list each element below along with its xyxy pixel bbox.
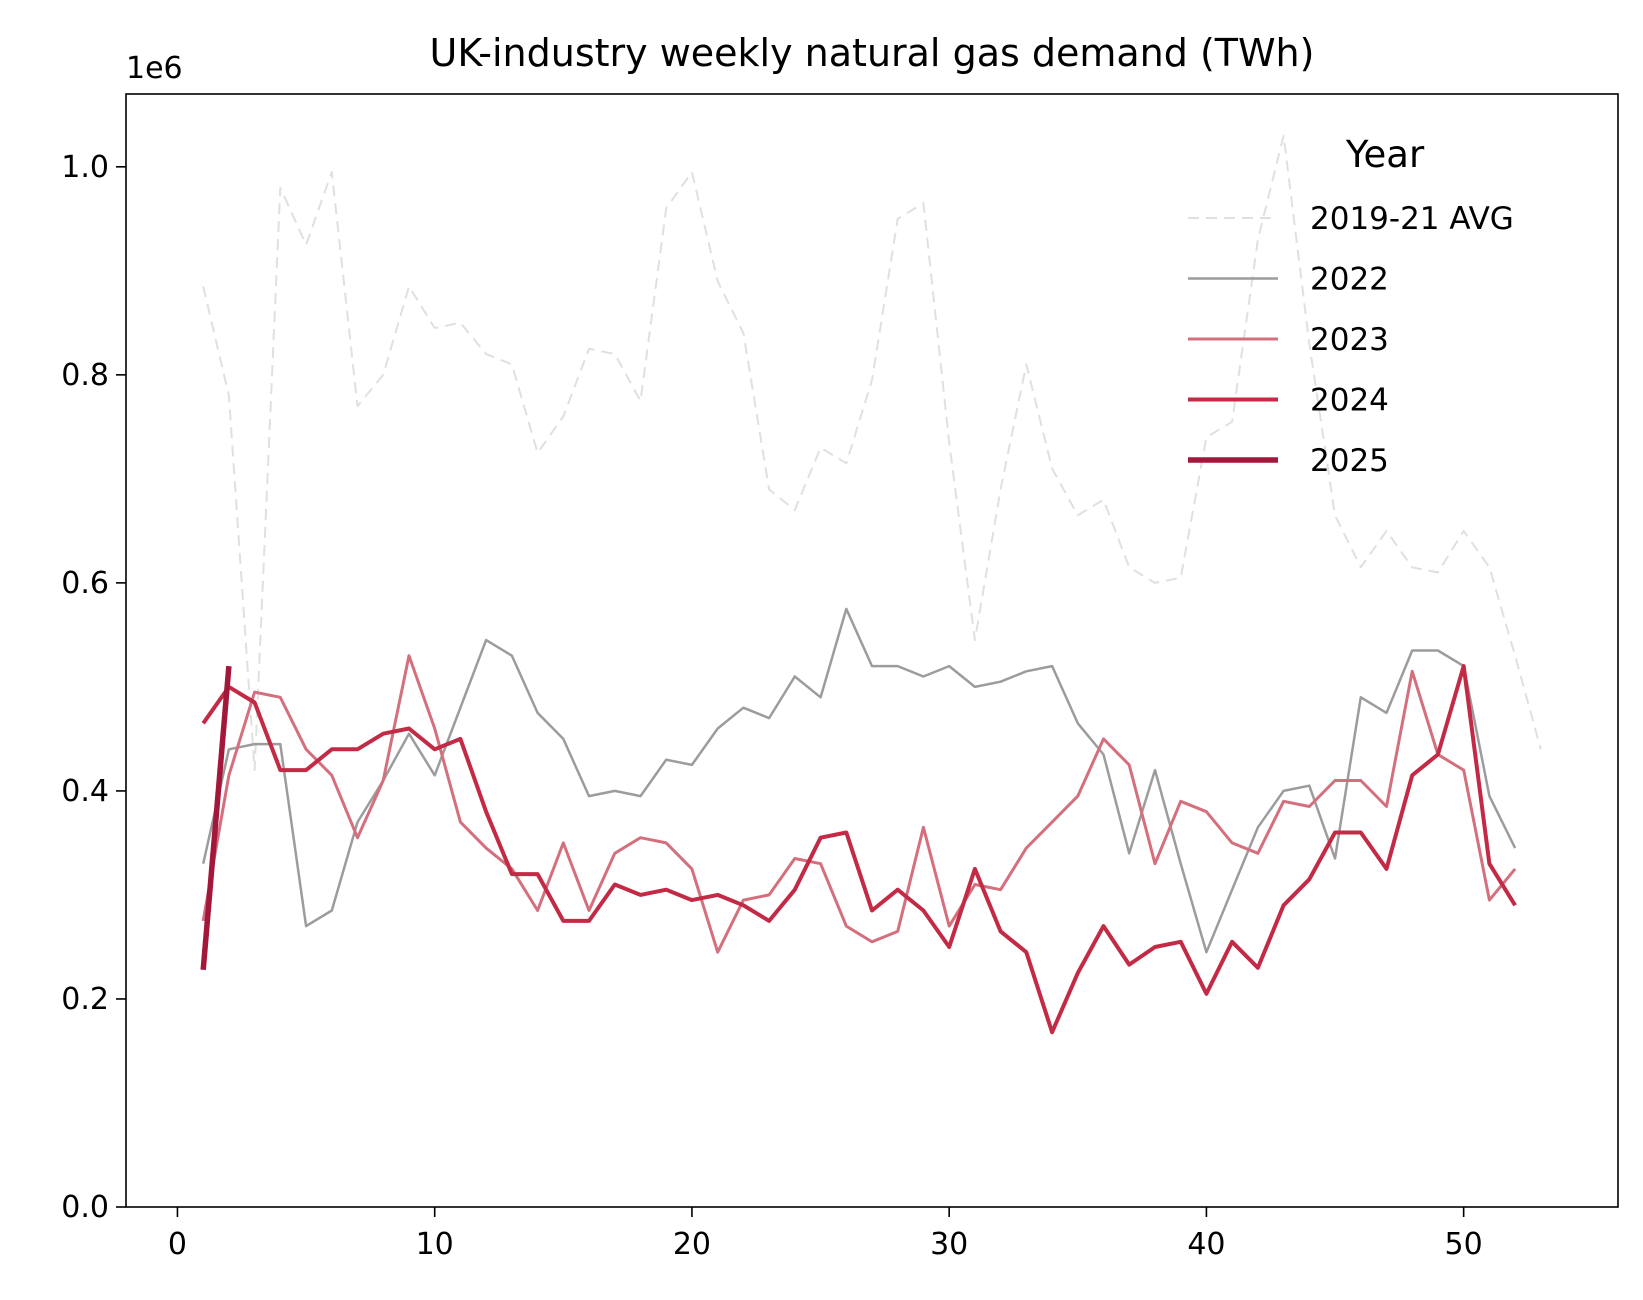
series-line-0 bbox=[202, 134, 1542, 772]
series-layer bbox=[200, 134, 1542, 1035]
legend-label-3: 2024 bbox=[1310, 383, 1389, 419]
legend-label-1: 2022 bbox=[1310, 262, 1389, 298]
series-line-4 bbox=[200, 665, 232, 971]
x-tick-label-2: 20 bbox=[673, 1227, 711, 1262]
chart-title: UK-industry weekly natural gas demand (T… bbox=[430, 31, 1315, 75]
x-tick-label-3: 30 bbox=[930, 1227, 968, 1262]
series-line-1 bbox=[201, 607, 1517, 954]
legend-label-4: 2025 bbox=[1310, 443, 1389, 479]
x-tick-label-5: 50 bbox=[1445, 1227, 1483, 1262]
y-tick-label-1: 0.2 bbox=[61, 982, 109, 1017]
x-tick-label-0: 0 bbox=[168, 1227, 187, 1262]
y-axis: 0.0 0.2 0.4 0.6 0.8 1.0 bbox=[61, 150, 126, 1225]
legend-label-0: 2019-21 AVG bbox=[1310, 201, 1514, 237]
legend: Year 2019-21 AVG 2022 2023 2024 2025 bbox=[1188, 133, 1514, 479]
y-tick-label-5: 1.0 bbox=[61, 150, 109, 185]
series-line-3 bbox=[201, 664, 1517, 1035]
y-tick-label-2: 0.4 bbox=[61, 774, 109, 809]
y-tick-label-3: 0.6 bbox=[61, 566, 109, 601]
x-axis: 0 10 20 30 40 50 bbox=[168, 1207, 1483, 1262]
y-scale-label: 1e6 bbox=[126, 51, 183, 86]
legend-label-2: 2023 bbox=[1310, 322, 1389, 358]
y-tick-label-0: 0.0 bbox=[61, 1190, 109, 1225]
plot-frame bbox=[125, 93, 1619, 1208]
x-tick-label-1: 10 bbox=[416, 1227, 454, 1262]
x-tick-label-4: 40 bbox=[1187, 1227, 1225, 1262]
y-tick-label-4: 0.8 bbox=[61, 358, 109, 393]
legend-title: Year bbox=[1345, 133, 1425, 176]
series-line-2 bbox=[201, 654, 1517, 954]
